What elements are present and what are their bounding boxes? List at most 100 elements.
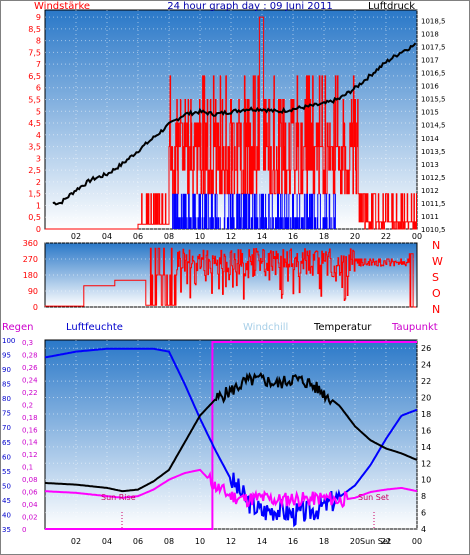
compass-label: O [432, 287, 441, 300]
humidity-tick-label: 35 [2, 526, 11, 534]
pressure-tick-label: 1012 [421, 187, 439, 195]
temperature-tick-label: 12 [421, 459, 431, 468]
x-tick-label: 10 [195, 232, 205, 241]
wind-tick-label: 2 [36, 178, 41, 187]
x-tick-label: 00 [412, 537, 422, 546]
rain-line [45, 341, 417, 530]
compass-label: W [432, 255, 443, 268]
x-tick-label: 18 [319, 232, 329, 241]
wind-tick-label: 1,5 [28, 190, 41, 199]
pressure-tick-label: 1017 [421, 57, 439, 65]
humidity-tick-label: 80 [2, 395, 11, 403]
wind-tick-label: 5,5 [28, 95, 41, 104]
panel2-plot-area [44, 242, 418, 308]
wind-tick-label: 4 [36, 131, 41, 140]
rain-tick-label: 0,12 [22, 451, 38, 459]
temperature-tick-label: 4 [421, 525, 426, 534]
wind-average-bars [172, 193, 336, 229]
rain-tick-label: 0,26 [22, 364, 38, 372]
compass-label: N [432, 303, 440, 316]
humidity-tick-label: 55 [2, 468, 11, 476]
temperature-ticks: 4 6 8 10 12 14 16 18 20 22 24 26 [421, 344, 431, 534]
humidity-line [44, 347, 418, 528]
x-tick-label: 08 [164, 232, 174, 241]
compass-label: S [432, 271, 439, 284]
humidity-tick-label: 40 [2, 511, 11, 519]
legend-luftfeuchte: Luftfeuchte [66, 322, 123, 333]
x-tick-label: 12 [226, 232, 236, 241]
pressure-tick-label: 1011,5 [421, 200, 446, 208]
wind-tick-label: 6,5 [28, 72, 41, 81]
pressure-tick-label: 1018,5 [421, 17, 446, 25]
direction-tick-label: 180 [23, 271, 38, 280]
direction-tick-label: 0 [33, 303, 38, 312]
legend-temperatur: Temperatur [313, 322, 372, 333]
humidity-tick-label: 85 [2, 381, 11, 389]
pressure-tick-label: 1014,5 [421, 122, 446, 130]
humidity-tick-label: 70 [2, 424, 11, 432]
pressure-tick-label: 1012,5 [421, 174, 446, 182]
wind-tick-label: 0,5 [28, 213, 41, 222]
wind-tick-label: 7 [36, 60, 41, 69]
rain-tick-label: 0,18 [22, 414, 38, 422]
compass-label: N [432, 239, 440, 252]
pressure-axis-label: Luftdruck [368, 1, 415, 12]
x-tick-label: 02 [71, 232, 81, 241]
x-tick-label: 04 [102, 232, 112, 241]
wind-tick-label: 4,5 [28, 119, 41, 128]
x-tick-label: 14 [257, 232, 267, 241]
x-tick-label: 16 [288, 537, 298, 546]
pressure-tick-label: 1017,5 [421, 44, 446, 52]
pressure-tick-label: 1011 [421, 213, 439, 221]
panel1-grid [45, 10, 418, 230]
rain-tick-label: 0,2 [22, 401, 33, 409]
temperature-tick-label: 20 [421, 394, 431, 403]
rain-ticks: 0 0,02 0,04 0,06 0,08 0,1 0,12 0,14 0,16 0,18 0,2 0… [22, 339, 38, 534]
x-tick-label: 12 [226, 537, 236, 546]
humidity-tick-label: 95 [2, 352, 11, 360]
legend-regen: Regen [2, 322, 34, 333]
temperature-tick-label: 8 [421, 492, 426, 501]
direction-tick-label: 360 [23, 239, 38, 248]
x-tick-label: 14 [257, 537, 267, 546]
wind-tick-label: 5 [36, 107, 41, 116]
panel1-left-ticks: 0 0,5 1 1,5 2 2,5 3 3,5 4 4,5 5 5,5 6 6,5 7 7,5 8 8,5 9 [28, 13, 41, 234]
temperature-tick-label: 10 [421, 476, 431, 485]
panel2-left-ticks: 0 90 180 270 360 [23, 239, 38, 312]
legend-taupunkt: Taupunkt [391, 322, 438, 333]
x-tick-label: 22 [381, 232, 391, 241]
x-tick-label: 10 [195, 537, 205, 546]
rain-tick-label: 0,14 [22, 439, 38, 447]
x-tick-label: 04 [102, 537, 112, 546]
panel1-x-ticks: 02 04 06 08 10 12 14 16 18 20 22 00 [71, 232, 422, 241]
pressure-line [52, 42, 417, 206]
wind-tick-label: 7,5 [28, 48, 41, 57]
humidity-tick-label: 45 [2, 497, 11, 505]
direction-tick-label: 90 [28, 287, 38, 296]
sunset-axis-label: Sun Set [360, 537, 391, 546]
rain-tick-label: 0,08 [22, 476, 38, 484]
rain-tick-label: 0,16 [22, 426, 38, 434]
pressure-tick-label: 1016 [421, 83, 439, 91]
rain-tick-label: 0,06 [22, 489, 38, 497]
rain-tick-label: 0 [22, 526, 26, 534]
x-tick-label: 22 [381, 537, 391, 546]
rain-tick-label: 0,1 [22, 464, 33, 472]
humidity-tick-label: 50 [2, 482, 11, 490]
wind-tick-label: 6 [36, 84, 41, 93]
rain-tick-label: 0,28 [22, 351, 38, 359]
x-tick-label: 06 [133, 537, 143, 546]
pressure-tick-label: 1013,5 [421, 148, 446, 156]
humidity-tick-label: 65 [2, 439, 11, 447]
x-tick-label: 02 [71, 537, 81, 546]
humidity-tick-label: 75 [2, 410, 11, 418]
x-tick-label: 18 [319, 537, 329, 546]
temperature-tick-label: 16 [421, 426, 431, 435]
humidity-ticks: 35 40 45 50 55 60 65 70 75 80 85 90 95 100 [2, 337, 15, 534]
wind-tick-label: 8,5 [28, 25, 41, 34]
pressure-tick-label: 1016,5 [421, 70, 446, 78]
wind-tick-label: 8 [36, 37, 41, 46]
temperature-tick-label: 22 [421, 377, 431, 386]
panel3-x-ticks: 02 04 06 08 10 12 14 16 18 20 22 00 [71, 537, 422, 546]
dewpoint-line [44, 468, 418, 509]
